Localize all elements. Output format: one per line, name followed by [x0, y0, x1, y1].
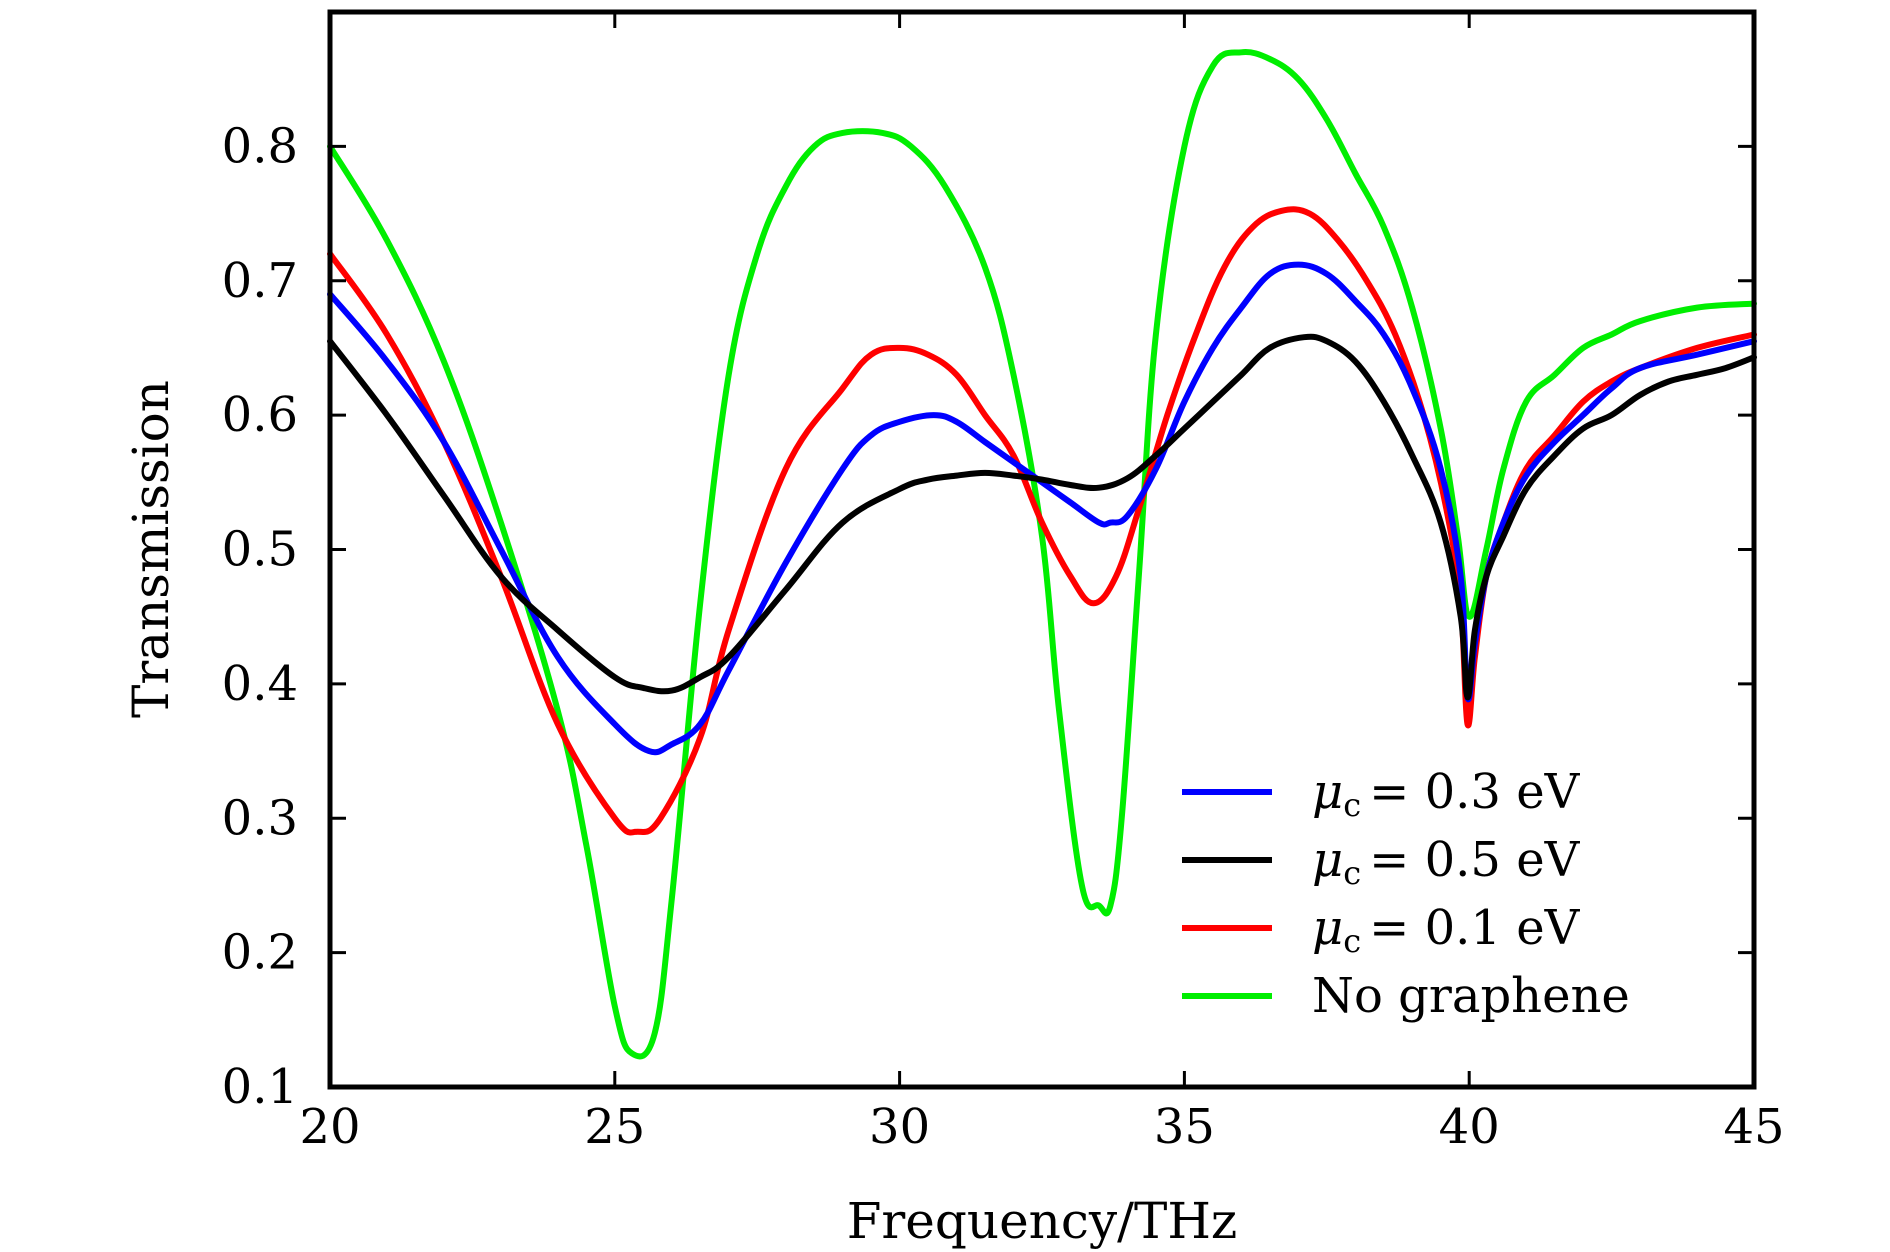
x-tick-label: 35 — [1154, 1099, 1215, 1155]
legend-label-1: μc = 0.5 eV — [1312, 832, 1581, 892]
series-line-3 — [327, 333, 1757, 701]
y-tick-label: 0.7 — [222, 253, 298, 309]
y-tick-label: 0.6 — [222, 387, 298, 443]
series-layer — [327, 49, 1757, 1060]
legend-label-2: μc = 0.1 eV — [1312, 900, 1581, 960]
y-tick-label: 0.5 — [222, 522, 298, 578]
series-line-1 — [327, 206, 1757, 836]
x-tick-label: 20 — [299, 1099, 360, 1155]
x-tick-label: 40 — [1439, 1099, 1500, 1155]
legend: μc = 0.3 eV μc = 0.5 eV μc = 0.1 eV No graphen… — [1182, 764, 1630, 1024]
tick-layer: 20 25 30 35 40 45 0.1 0.2 0.3 0.4 0.5 0.6 0.7 0.8 — [222, 12, 1785, 1155]
y-tick-label: 0.4 — [222, 656, 298, 712]
y-tick-label: 0.2 — [222, 925, 298, 981]
y-tick-label: 0.8 — [222, 118, 298, 174]
legend-label-0: μc = 0.3 eV — [1312, 764, 1581, 824]
x-axis-title: Frequency/THz — [847, 1192, 1238, 1250]
x-tick-label: 30 — [869, 1099, 930, 1155]
series-line-2 — [327, 261, 1757, 756]
y-tick-label: 0.3 — [222, 790, 298, 846]
y-axis-title: Transmission — [122, 380, 180, 718]
y-tick-label: 0.1 — [222, 1059, 298, 1115]
x-tick-label: 45 — [1723, 1099, 1784, 1155]
x-tick-label: 25 — [584, 1099, 645, 1155]
legend-label-3: No graphene — [1312, 968, 1630, 1024]
